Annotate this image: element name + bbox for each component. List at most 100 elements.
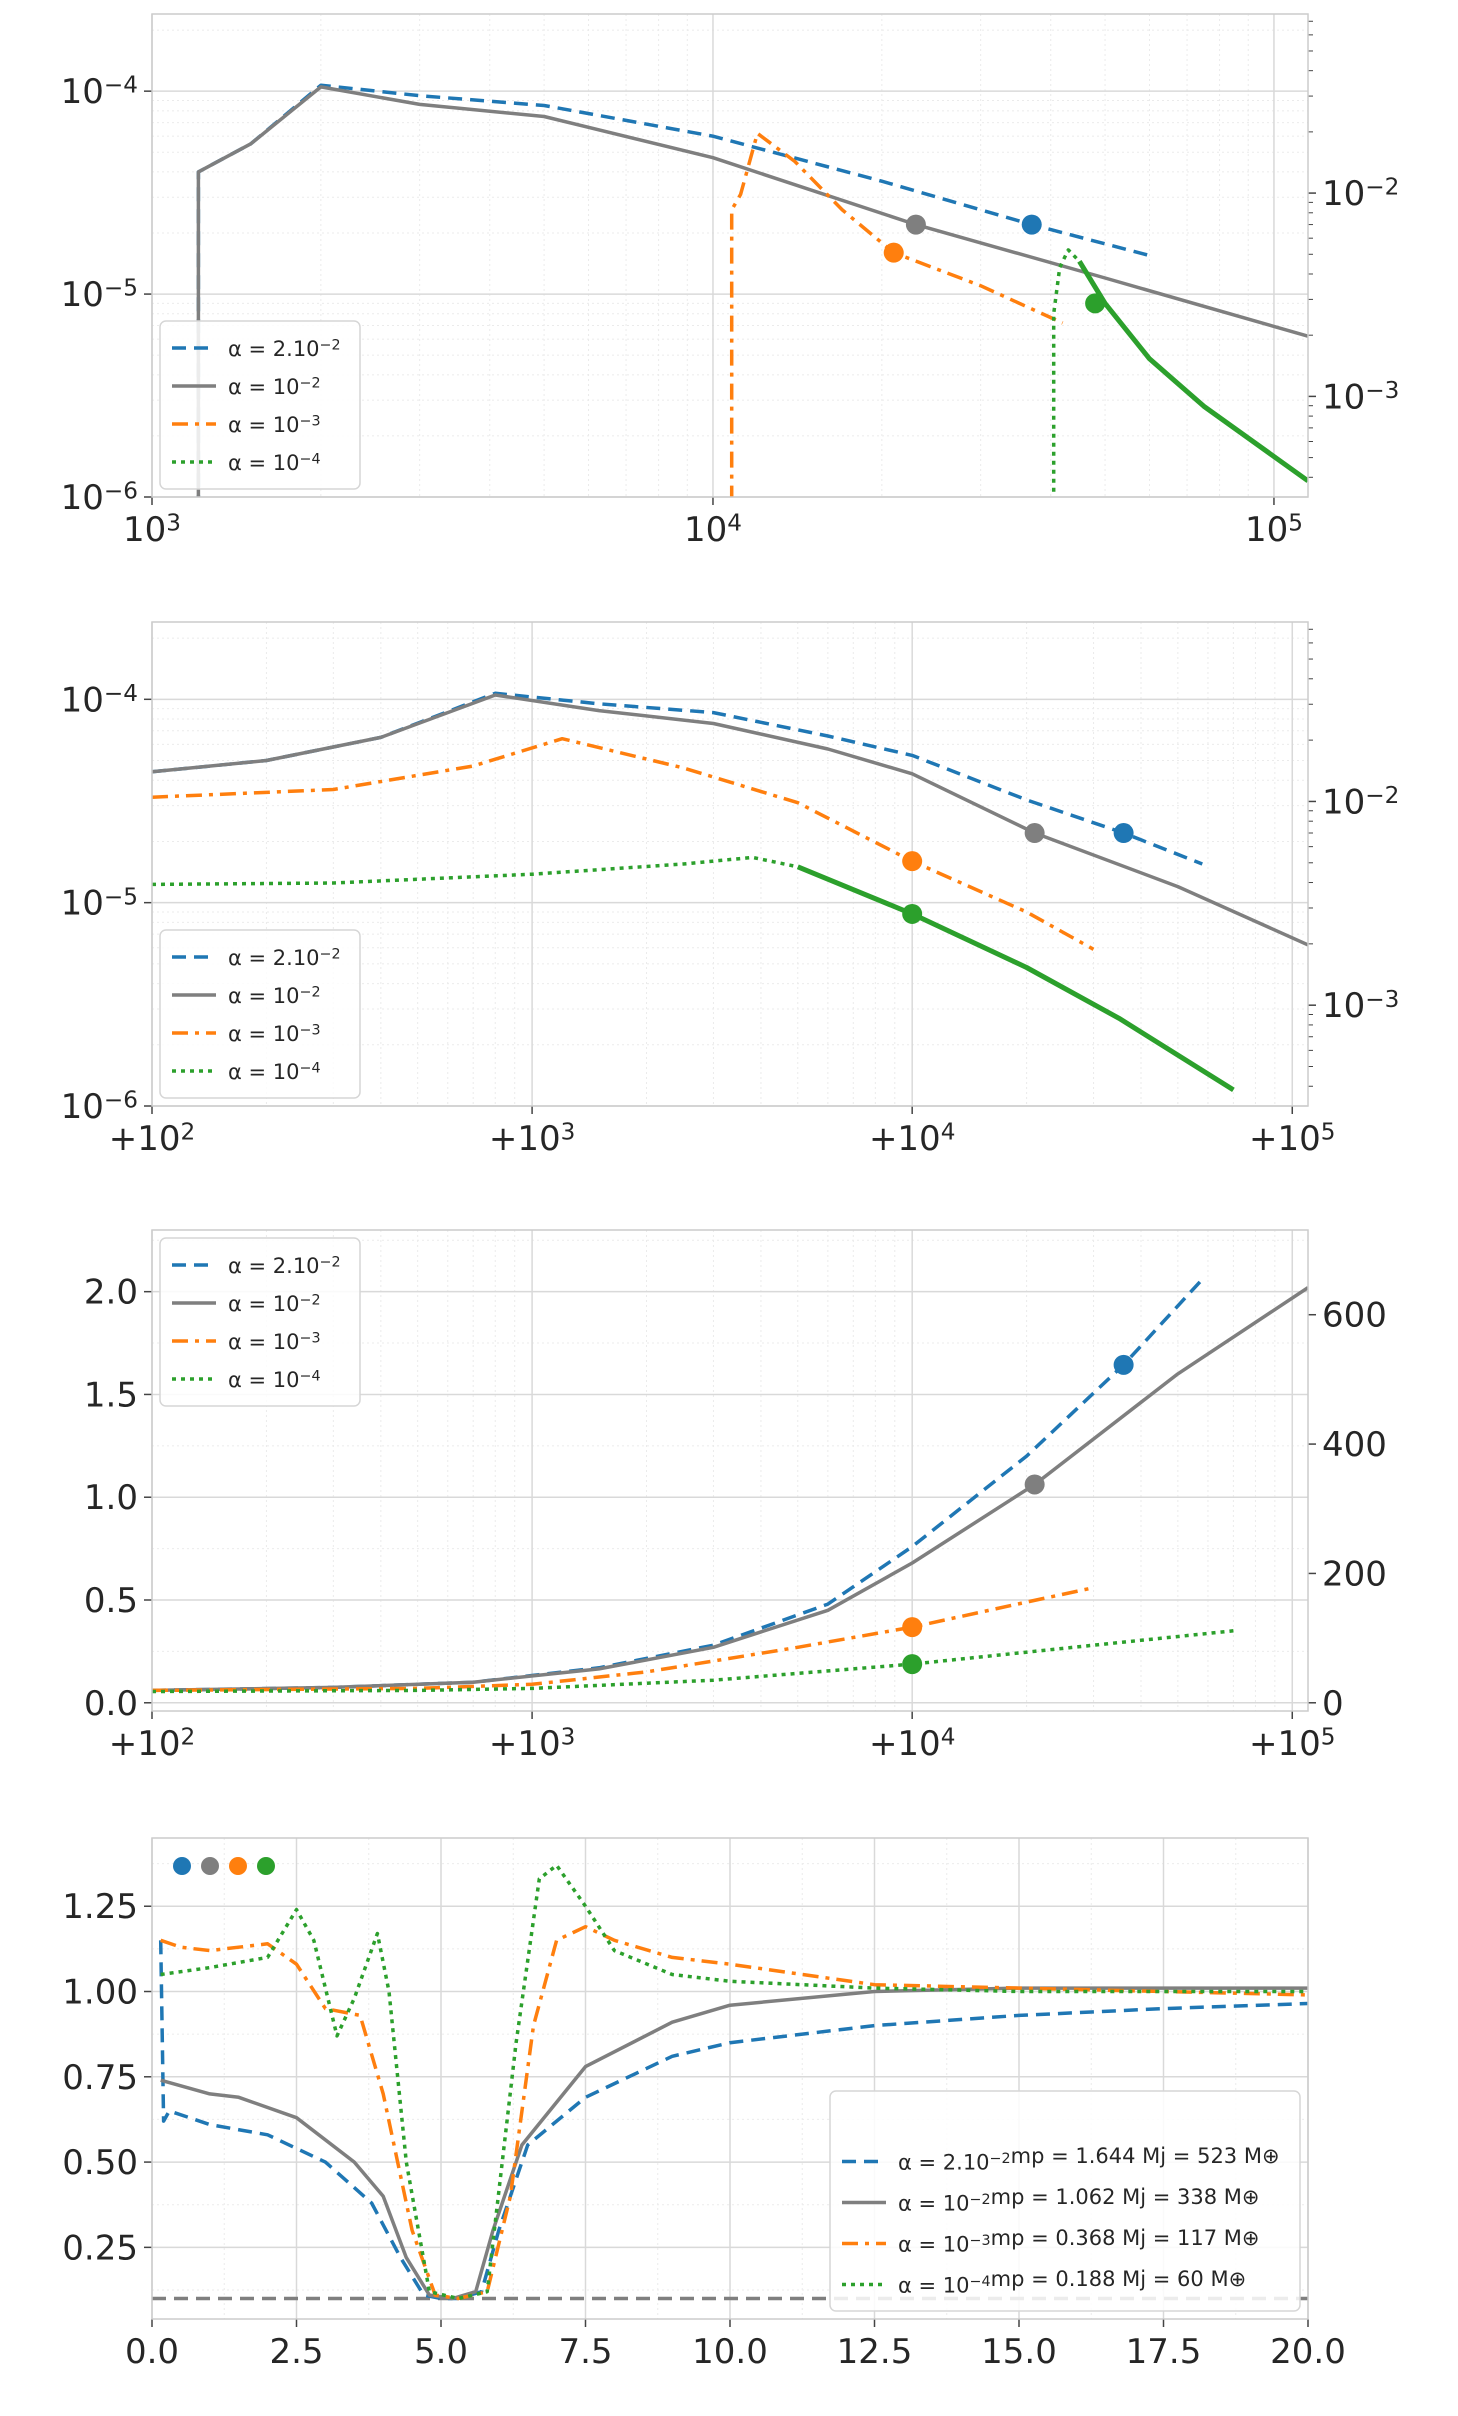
marker-point-2 [1024, 823, 1045, 844]
legend-label: α = 10−4 [228, 1060, 321, 1084]
x-tick-label: 0.0 [125, 2332, 179, 2372]
marker-point-3 [902, 1617, 923, 1638]
x-tick-label: 15.0 [981, 2332, 1057, 2372]
series-line-4 [160, 1863, 1308, 2301]
series-line-2 [152, 693, 1308, 947]
legend: α = 2.10−2 α = 10−2 α = 10−3 α = 10−4 [159, 320, 361, 490]
series-line-1 [152, 691, 1203, 866]
y-tick-label: 0.75 [62, 2058, 138, 2098]
marker-point-4 [1085, 293, 1106, 314]
y-right-tick-label: 10−2 [1322, 782, 1399, 822]
series-group [196, 83, 1308, 497]
legend-label: α = 10−4 mp = 0.188 Mj = 60 M⊕ [898, 2267, 1246, 2297]
series-line-3 [160, 1924, 1308, 2301]
x-tick-label: 17.5 [1126, 2332, 1202, 2372]
y-tick-label: 0.25 [62, 2228, 138, 2268]
series-group [152, 1278, 1308, 1694]
y-right-tick-label: 600 [1322, 1296, 1387, 1336]
series-group [152, 691, 1308, 1093]
marker-point-4 [902, 1654, 923, 1675]
y-tick-label: 10−4 [61, 72, 138, 112]
x-tick-label: 105 [1245, 510, 1303, 550]
y-tick-label: 10−5 [61, 884, 138, 924]
legend-box [159, 1237, 361, 1407]
legend: α = 2.10−2 α = 10−2 α = 10−3 α = 10−4 [159, 1237, 361, 1407]
y-tick-label: 0.5 [84, 1581, 138, 1621]
y-tick-label: 2.0 [84, 1273, 138, 1313]
axes-frame [151, 621, 1309, 1107]
legend-dot-3 [229, 1857, 247, 1875]
y-tick-label: 1.25 [62, 1887, 138, 1927]
marker-point-1 [1113, 1354, 1134, 1375]
y-tick-label: 0.50 [62, 2143, 138, 2183]
series-line-4 [152, 855, 1235, 1092]
axes-frame [151, 1229, 1309, 1712]
y-tick-label: 1.00 [62, 1973, 138, 2013]
y-tick-label: 10−6 [61, 478, 138, 518]
legend-box [159, 320, 361, 490]
x-tick-label: 7.5 [558, 2332, 612, 2372]
legend-dot-1 [173, 1857, 191, 1875]
axes-frame [151, 13, 1309, 498]
legend-dot-2 [201, 1857, 219, 1875]
series-group [158, 1863, 1308, 2301]
marker-point-2 [1024, 1474, 1045, 1495]
legend: α = 2.10−2 α = 10−2 α = 10−3 α = 10−4 [159, 929, 361, 1099]
legend-box [159, 929, 361, 1099]
marker-point-1 [1021, 214, 1042, 235]
axes-frame [151, 1837, 1309, 2320]
y-tick-label: 10−4 [61, 680, 138, 720]
x-tick-label: +102 [109, 1724, 195, 1764]
legend: α = 2.10−2 mp = 1.644 Mj = 523 M⊕ α = 10−… [829, 2090, 1301, 2312]
marker-point-4 [902, 903, 923, 924]
series-line-4 [1051, 248, 1308, 497]
y-tick-label: 0.0 [84, 1684, 138, 1724]
series-line-3 [152, 1585, 1094, 1693]
y-right-tick-label: 10−3 [1322, 377, 1399, 417]
y-right-tick-label: 10−3 [1322, 986, 1399, 1026]
x-tick-label: 10.0 [692, 2332, 768, 2372]
panel-2: +102 +103 +104 +105 10−6 10−5 10−4 10−3 … [61, 621, 1399, 1159]
x-tick-label: 2.5 [269, 2332, 323, 2372]
y-right-tick-label: 10−2 [1322, 174, 1399, 214]
x-tick-label: 103 [123, 510, 181, 550]
x-tick-label: 5.0 [414, 2332, 468, 2372]
x-tick-label: 104 [684, 510, 742, 550]
legend-label: α = 2.10−2 [228, 1254, 341, 1278]
legend-label: α = 2.10−2 mp = 1.644 Mj = 523 M⊕ [898, 2144, 1280, 2174]
legend-label: α = 2.10−2 [228, 946, 341, 970]
legend-label: α = 10−2 mp = 1.062 Mj = 338 M⊕ [898, 2185, 1260, 2215]
y-tick-label: 10−5 [61, 275, 138, 315]
legend-label: α = 10−4 [228, 1368, 321, 1392]
legend-label: α = 10−3 [228, 413, 321, 437]
y-right-tick-label: 400 [1322, 1425, 1387, 1465]
legend-label: α = 10−3 [228, 1330, 321, 1354]
series-line-1 [196, 83, 1150, 497]
y-right-tick-label: 200 [1322, 1554, 1387, 1594]
series-line-solid-4 [1077, 259, 1308, 483]
marker-point-1 [1113, 823, 1134, 844]
x-tick-label: +105 [1249, 1724, 1335, 1764]
legend-box [829, 2090, 1301, 2312]
x-tick-label: +104 [869, 1119, 955, 1159]
panel-3: +102 +103 +104 +105 0.0 0.5 1.0 1.5 2.0 0 200 4… [84, 1229, 1387, 1764]
y-right-tick-label: 0 [1322, 1684, 1344, 1724]
series-line-2 [152, 1286, 1308, 1693]
marker-point-3 [883, 242, 904, 263]
legend-label: α = 10−2 [228, 1292, 321, 1316]
legend-label: α = 2.10−2 [228, 337, 341, 361]
series-line-4 [152, 1629, 1234, 1694]
y-tick-label: 1.5 [84, 1375, 138, 1415]
y-tick-label: 1.0 [84, 1478, 138, 1518]
x-tick-label: +103 [489, 1724, 575, 1764]
x-tick-label: 12.5 [837, 2332, 913, 2372]
marker-point-3 [902, 851, 923, 872]
panel-4: 0.0 2.5 5.0 7.5 10.0 12.5 15.0 17.5 20.0 0.25 0.50… [62, 1837, 1346, 2372]
legend-label: α = 10−3 mp = 0.368 Mj = 117 M⊕ [898, 2226, 1260, 2256]
legend-dot-4 [257, 1857, 275, 1875]
panel-1: 103 104 105 10−6 10−5 10−4 10−3 10−2 α =… [61, 13, 1399, 550]
series-line-3 [152, 736, 1095, 951]
marker-point-2 [905, 214, 926, 235]
y-tick-label: 10−6 [61, 1087, 138, 1127]
